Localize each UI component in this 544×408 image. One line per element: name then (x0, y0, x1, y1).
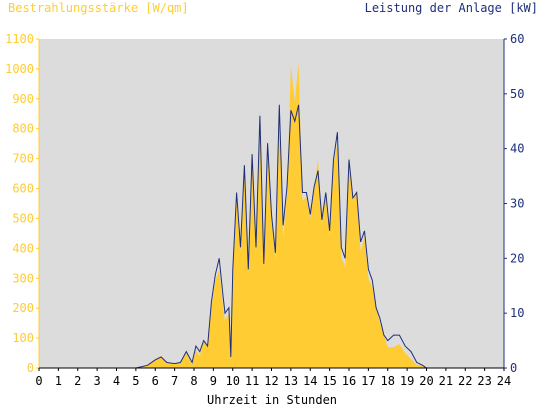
x-tick-label: 11 (245, 374, 259, 388)
x-tick-label: 13 (284, 374, 298, 388)
x-tick-label: 22 (458, 374, 472, 388)
power-line (39, 104, 504, 369)
x-tick-label: 3 (94, 374, 101, 388)
left-tick-label: 1000 (5, 62, 34, 76)
right-tick-label: 30 (510, 197, 524, 211)
x-tick-label: 0 (35, 374, 42, 388)
x-tick-label: 10 (226, 374, 240, 388)
left-tick-label: 900 (12, 92, 34, 106)
right-tick-label: 40 (510, 142, 524, 156)
left-axis-title: Bestrahlungsstärke [W/qm] (8, 1, 189, 15)
x-tick-label: 2 (74, 374, 81, 388)
x-tick-label: 15 (322, 374, 336, 388)
x-tick-label: 5 (132, 374, 139, 388)
x-tick-label: 6 (152, 374, 159, 388)
x-tick-label: 17 (361, 374, 375, 388)
right-tick-label: 60 (510, 32, 524, 46)
left-tick-label: 200 (12, 301, 34, 315)
left-tick-label: 100 (12, 331, 34, 345)
x-tick-label: 20 (419, 374, 433, 388)
x-tick-label: 4 (113, 374, 120, 388)
x-tick-label: 24 (497, 374, 511, 388)
right-tick-label: 10 (510, 306, 524, 320)
x-tick-label: 1 (55, 374, 62, 388)
x-tick-label: 16 (342, 374, 356, 388)
left-tick-label: 300 (12, 271, 34, 285)
left-tick-label: 700 (12, 152, 34, 166)
x-tick-label: 18 (381, 374, 395, 388)
x-tick-label: 19 (400, 374, 414, 388)
x-tick-label: 12 (264, 374, 278, 388)
left-tick-label: 0 (27, 361, 34, 375)
x-tick-label: 21 (439, 374, 453, 388)
left-tick-label: 500 (12, 211, 34, 225)
right-tick-label: 0 (510, 361, 517, 375)
left-tick-label: 800 (12, 122, 34, 136)
left-tick-label: 400 (12, 241, 34, 255)
x-tick-label: 14 (303, 374, 317, 388)
irradiance-area (39, 62, 504, 369)
x-tick-label: 8 (190, 374, 197, 388)
right-axis-title: Leistung der Anlage [kW] (364, 1, 538, 15)
x-tick-label: 9 (210, 374, 217, 388)
right-tick-label: 50 (510, 87, 524, 101)
left-tick-label: 600 (12, 182, 34, 196)
x-tick-label: 7 (171, 374, 178, 388)
x-axis-title: Uhrzeit in Stunden (206, 393, 338, 407)
left-tick-label: 1100 (5, 32, 34, 46)
right-tick-label: 20 (510, 251, 524, 265)
x-tick-label: 23 (477, 374, 491, 388)
